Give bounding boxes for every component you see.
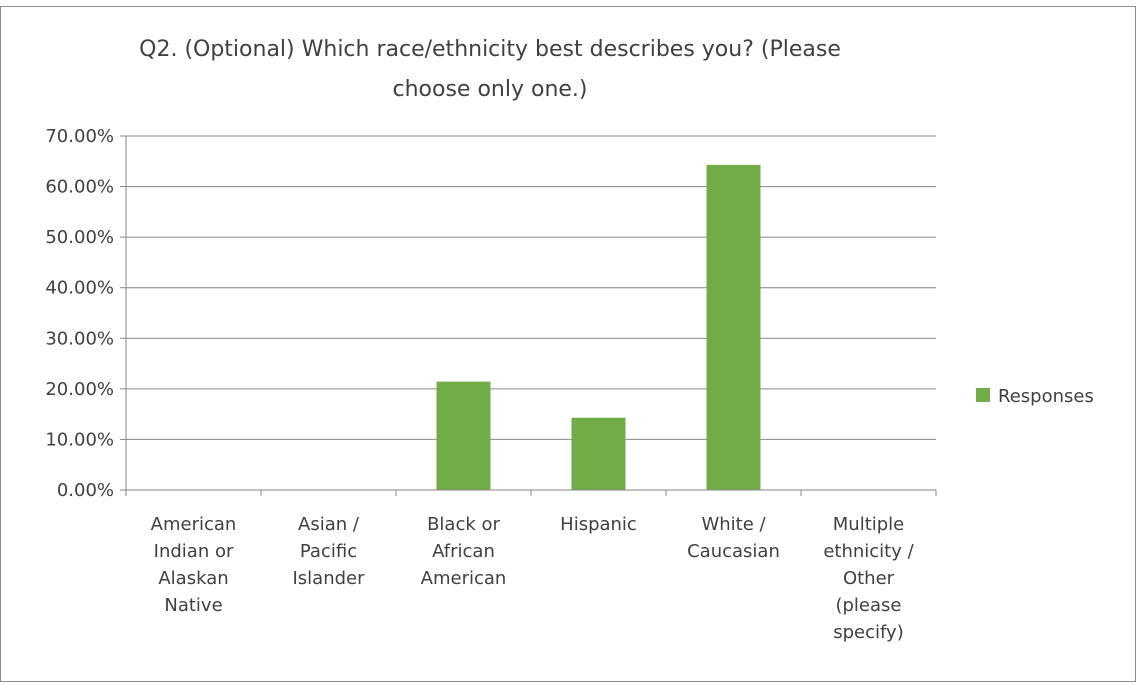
x-tick-label: Asian / Pacific Islander [292,514,365,589]
x-tick-label-line: American [421,568,507,589]
x-tick-label-line: White / [701,514,766,535]
chart-frame [0,6,1136,682]
y-tick-label: 30.00% [45,328,114,349]
gridlines [126,135,936,440]
x-tick-label-line: Asian / [298,514,360,535]
legend: Responses [976,386,1094,407]
x-tick-label-line: ethnicity / [823,541,914,562]
x-tick-label-line: Indian or [154,541,234,562]
y-tick-label: 20.00% [45,379,114,400]
x-tick-label-line: Native [164,595,222,616]
y-tick-label: 0.00% [57,480,114,501]
chart-title-line-2: choose only one.) [392,77,588,102]
x-tick-label: American Indian or Alaskan Native [151,514,237,616]
x-tick-label: White / Caucasian [687,514,780,562]
x-tick-label: Multiple ethnicity / Other (please specify) [823,514,914,643]
chart-title: Q2. (Optional) Which race/ethnicity best… [130,30,850,110]
x-axis-tick-labels: American Indian or Alaskan Native Asian / Pac… [151,514,915,643]
x-tick-label-line: Multiple [833,514,905,535]
x-tick-label-line: African [432,541,495,562]
x-tick-label: Black or African American [421,514,507,589]
x-tick-label-line: Other [843,568,895,589]
x-tick-label-line: Hispanic [560,514,637,535]
x-tick-label-line: Pacific [300,541,357,562]
x-tick-label-line: Alaskan [158,568,228,589]
bar [436,381,491,490]
x-tick-label-line: Caucasian [687,541,780,562]
x-tick-label-line: American [151,514,237,535]
y-tick-label: 50.00% [45,227,114,248]
y-tick-label: 40.00% [45,278,114,299]
y-tick-label: 60.00% [45,177,114,198]
chart-title-line-1: Q2. (Optional) Which race/ethnicity best… [139,37,841,62]
x-tick-label: Hispanic [560,514,637,535]
x-tick-label-line: specify) [833,622,903,643]
top-strip [0,0,1139,6]
legend-label: Responses [998,386,1094,407]
x-tick-label-line: Islander [292,568,365,589]
x-tick-label-line: (please [835,595,901,616]
y-axis-tick-labels: 0.00% 10.00% 20.00% 30.00% 40.00% 50.00% 60.00… [45,126,114,501]
bars [436,164,761,490]
y-tick-label: 10.00% [45,429,114,450]
axes [120,135,937,496]
x-tick-label-line: Black or [427,514,500,535]
y-tick-label: 70.00% [45,126,114,147]
bar [706,164,761,490]
legend-swatch [976,388,990,402]
bar [571,417,626,490]
